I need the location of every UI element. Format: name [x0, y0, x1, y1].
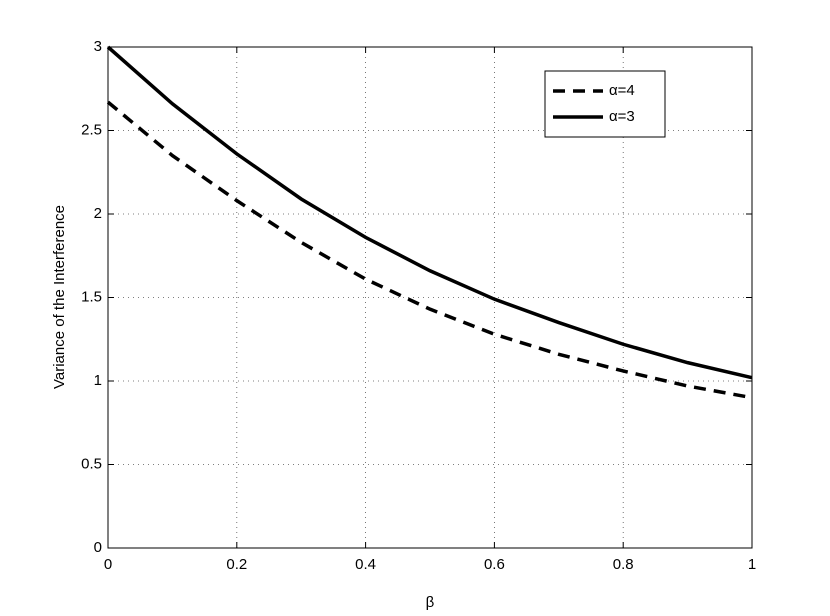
x-tick-label: 0 — [104, 556, 112, 573]
y-tick-label: 1.5 — [81, 288, 102, 305]
legend-label: α=3 — [609, 108, 635, 125]
x-tick-label: 0.4 — [355, 556, 376, 573]
plot-frame — [107, 46, 753, 549]
y-tick-label: 2 — [94, 205, 102, 222]
legend-box — [544, 70, 666, 138]
y-tick-label: 1 — [94, 372, 102, 389]
y-tick-label: 3 — [94, 38, 102, 55]
legend-label: α=4 — [609, 82, 635, 99]
x-tick-label: 1 — [748, 556, 756, 573]
y-tick-label: 2.5 — [81, 121, 102, 138]
y-tick-label: 0.5 — [81, 455, 102, 472]
y-axis-label: Variance of the Interference — [51, 205, 68, 389]
x-tick-label: 0.2 — [226, 556, 247, 573]
y-tick-label: 0 — [94, 539, 102, 556]
x-tick-label: 0.6 — [484, 556, 505, 573]
x-axis-label: β — [426, 594, 435, 611]
data-line — [106, 100, 753, 400]
x-tick-label: 0.8 — [613, 556, 634, 573]
data-line — [106, 45, 753, 380]
